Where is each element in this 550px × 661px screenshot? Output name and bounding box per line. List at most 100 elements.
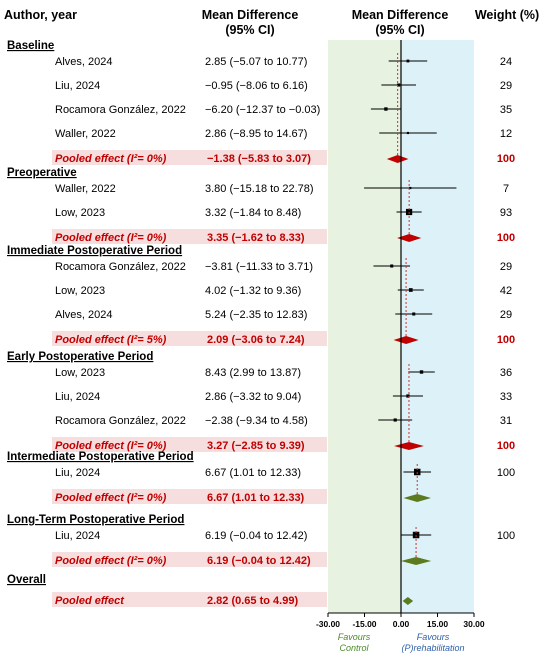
subgroup-preoperative: Preoperative Waller, 2022 3.80 (−15.18 to … — [7, 167, 515, 244]
study-weight: 100 — [497, 467, 515, 479]
study-author: Alves, 2024 — [55, 309, 112, 321]
subgroup-overall: Overall Pooled effect 2.82 (0.65 to 4.99) — [7, 574, 414, 607]
pooled-diamond — [400, 557, 432, 565]
study-row: Low, 2023 8.43 (2.99 to 13.87) 36 — [55, 367, 512, 379]
subgroup-title: Overall — [7, 574, 46, 586]
pooled-highlight — [52, 592, 327, 607]
subgroup-title: Early Postoperative Period — [7, 351, 153, 363]
study-weight: 7 — [503, 183, 509, 195]
background-layer — [328, 40, 474, 613]
favours-rehab-label: Favours — [417, 632, 450, 642]
study-estimate: −2.38 (−9.34 to 4.58) — [205, 415, 308, 427]
study-author: Rocamora González, 2022 — [55, 261, 186, 273]
study-weight: 33 — [500, 391, 512, 403]
pooled-row: Pooled effect (I²= 0%) 6.67 (1.01 to 12.3… — [52, 464, 432, 504]
weight-header: Weight (%) — [475, 8, 539, 22]
subgroup-title: Immediate Postoperative Period — [7, 245, 182, 257]
study-row: Low, 2023 3.32 (−1.84 to 8.48) 93 — [55, 207, 512, 219]
study-estimate: 6.67 (1.01 to 12.33) — [205, 467, 301, 479]
study-weight: 42 — [500, 285, 512, 297]
pooled-diamond — [397, 234, 422, 242]
pooled-highlight — [52, 331, 327, 346]
study-estimate: 8.43 (2.99 to 13.87) — [205, 367, 301, 379]
pooled-estimate: 2.82 (0.65 to 4.99) — [207, 595, 298, 607]
subgroup-title: Baseline — [7, 40, 54, 52]
pooled-diamond — [393, 336, 419, 344]
favours-control-panel — [328, 40, 401, 613]
subgroup-immediate-postoperative-period: Immediate Postoperative Period Rocamora G… — [7, 245, 515, 346]
pooled-label: Pooled effect (I²= 0%) — [55, 153, 167, 165]
pooled-label: Pooled effect (I²= 0%) — [55, 232, 167, 244]
plot-header: Mean Difference — [352, 8, 449, 22]
pooled-highlight — [52, 552, 327, 567]
pooled-weight: 100 — [497, 334, 515, 346]
study-row: Alves, 2024 2.85 (−5.07 to 10.77) 24 — [55, 56, 512, 68]
study-author: Low, 2023 — [55, 367, 105, 379]
study-row: Alves, 2024 5.24 (−2.35 to 12.83) 29 — [55, 309, 512, 321]
study-author: Alves, 2024 — [55, 56, 112, 68]
study-point — [397, 83, 401, 87]
study-weight: 29 — [500, 309, 512, 321]
ci-header: (95% CI) — [225, 23, 274, 37]
study-author: Waller, 2022 — [55, 128, 116, 140]
pooled-highlight — [52, 437, 327, 452]
study-weight: 24 — [500, 56, 512, 68]
study-row: Waller, 2022 3.80 (−15.18 to 22.78) 7 — [55, 183, 509, 195]
study-point — [390, 264, 394, 268]
study-point — [412, 312, 416, 316]
study-weight: 36 — [500, 367, 512, 379]
pooled-label: Pooled effect (I²= 0%) — [55, 440, 167, 452]
plot-ci-header: (95% CI) — [375, 23, 424, 37]
study-weight: 31 — [500, 415, 512, 427]
pooled-highlight — [52, 489, 327, 504]
favours-rehab-label: (P)rehabilitation — [401, 643, 464, 653]
study-estimate: 2.85 (−5.07 to 10.77) — [205, 56, 307, 68]
subgroup-long-term-postoperative-period: Long-Term Postoperative Period Liu, 2024 6… — [7, 514, 515, 567]
pooled-label: Pooled effect (I²= 0%) — [55, 492, 167, 504]
pooled-label: Pooled effect (I²= 5%) — [55, 334, 167, 346]
pooled-diamond — [394, 442, 424, 450]
study-estimate: 2.86 (−3.32 to 9.04) — [205, 391, 301, 403]
study-estimate: 6.19 (−0.04 to 12.42) — [205, 530, 307, 542]
study-estimate: −6.20 (−12.37 to −0.03) — [205, 104, 320, 116]
pooled-row: Pooled effect 2.82 (0.65 to 4.99) — [52, 592, 414, 607]
pooled-row: Pooled effect (I²= 0%) −1.38 (−5.83 to 3.… — [52, 53, 515, 165]
x-tick-label: 0.00 — [393, 619, 410, 629]
study-weight: 35 — [500, 104, 512, 116]
study-estimate: 4.02 (−1.32 to 9.36) — [205, 285, 301, 297]
favours-control-label: Favours — [338, 632, 371, 642]
subgroup-title: Intermediate Postoperative Period — [7, 451, 194, 463]
study-row: Low, 2023 4.02 (−1.32 to 9.36) 42 — [55, 285, 512, 297]
pooled-estimate: 6.19 (−0.04 to 12.42) — [207, 555, 311, 567]
study-weight: 100 — [497, 530, 515, 542]
pooled-row: Pooled effect (I²= 0%) 3.35 (−1.62 to 8.3… — [52, 180, 515, 244]
pooled-highlight — [52, 229, 327, 244]
pooled-label: Pooled effect (I²= 0%) — [55, 555, 167, 567]
study-weight: 29 — [500, 80, 512, 92]
study-author: Liu, 2024 — [55, 391, 100, 403]
study-row: Waller, 2022 2.86 (−8.95 to 14.67) 12 — [55, 128, 512, 140]
subgroup-title: Preoperative — [7, 167, 77, 179]
favours-rehab-panel — [401, 40, 474, 613]
study-author: Rocamora González, 2022 — [55, 104, 186, 116]
pooled-weight: 100 — [497, 232, 515, 244]
study-row: Liu, 2024 6.19 (−0.04 to 12.42) 100 — [55, 530, 515, 542]
study-point — [406, 59, 410, 63]
study-row: Rocamora González, 2022 −2.38 (−9.34 to 4… — [55, 415, 512, 427]
study-point — [393, 418, 397, 422]
mean-diff-header: Mean Difference — [202, 8, 299, 22]
pooled-row: Pooled effect (I²= 0%) 6.19 (−0.04 to 12.… — [52, 527, 432, 567]
pooled-estimate: 3.35 (−1.62 to 8.33) — [207, 232, 305, 244]
pooled-row: Pooled effect (I²= 0%) 3.27 (−2.85 to 9.3… — [52, 364, 515, 452]
pooled-diamond — [402, 597, 414, 605]
study-author: Liu, 2024 — [55, 80, 100, 92]
subgroup-intermediate-postoperative-period: Intermediate Postoperative Period Liu, 20… — [7, 451, 515, 504]
study-author: Rocamora González, 2022 — [55, 415, 186, 427]
pooled-estimate: 6.67 (1.01 to 12.33) — [207, 492, 305, 504]
study-author: Liu, 2024 — [55, 467, 100, 479]
pooled-estimate: 2.09 (−3.06 to 7.24) — [207, 334, 305, 346]
study-point — [384, 107, 388, 111]
study-row: Liu, 2024 −0.95 (−8.06 to 6.16) 29 — [55, 80, 512, 92]
